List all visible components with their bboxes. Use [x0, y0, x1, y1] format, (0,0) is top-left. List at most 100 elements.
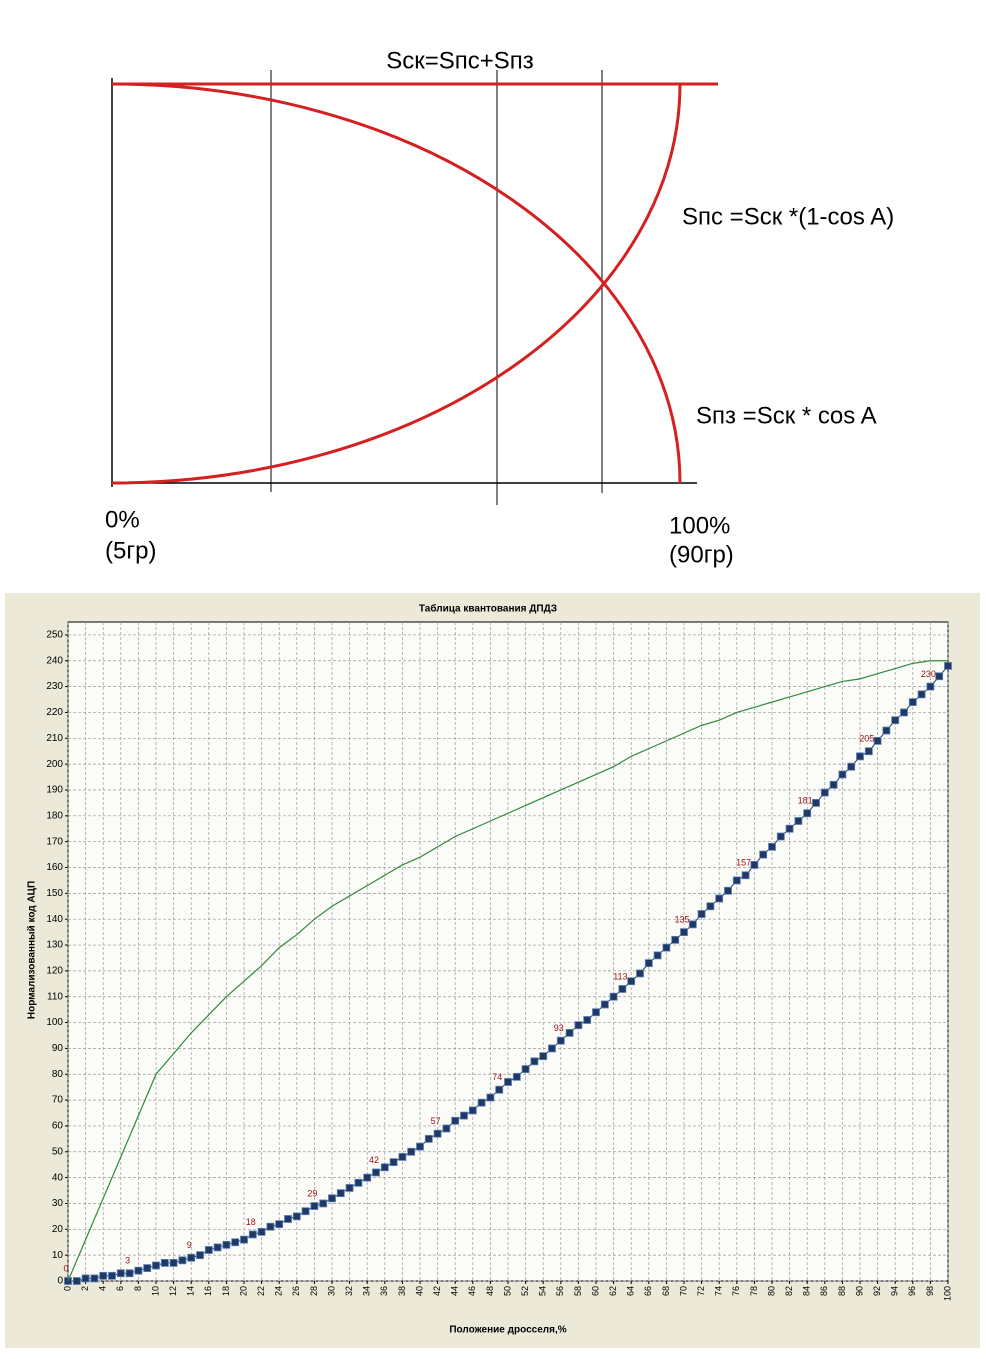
- data-point: [891, 716, 900, 725]
- data-point: [108, 1271, 116, 1280]
- data-point: [908, 698, 917, 707]
- data-point: [917, 690, 926, 699]
- y-tick-label: 250: [46, 630, 63, 641]
- label: (5гр): [105, 537, 156, 564]
- data-point: [706, 902, 715, 911]
- x-tick-label: 50: [502, 1286, 512, 1296]
- data-point: [354, 1178, 363, 1187]
- data-point: [231, 1238, 240, 1247]
- x-tick-label: 98: [925, 1286, 935, 1296]
- x-tick-label: 56: [555, 1286, 565, 1296]
- data-point: [240, 1235, 248, 1244]
- data-point: [627, 977, 636, 986]
- data-point: [539, 1052, 548, 1061]
- data-point: [134, 1266, 143, 1275]
- data-point: [363, 1173, 372, 1182]
- x-tick-label: 88: [837, 1286, 847, 1296]
- data-label: 205: [859, 734, 874, 744]
- data-point: [600, 1000, 609, 1009]
- y-tick-label: 40: [52, 1172, 64, 1183]
- data-label: 3: [125, 1256, 130, 1266]
- data-point: [310, 1202, 319, 1210]
- y-tick-label: 240: [46, 655, 63, 666]
- data-point: [873, 736, 882, 745]
- data-point: [900, 708, 908, 717]
- y-tick-label: 220: [46, 707, 63, 718]
- x-tick-label: 28: [309, 1286, 319, 1296]
- x-tick-label: 42: [432, 1286, 442, 1296]
- plot-area: [67, 621, 949, 1282]
- data-point: [196, 1251, 204, 1260]
- data-point: [715, 894, 724, 903]
- x-tick-label: 4: [98, 1286, 108, 1291]
- data-point: [292, 1212, 301, 1221]
- data-point: [697, 910, 706, 918]
- cos-curve: [111, 82, 682, 484]
- data-label: 93: [554, 1023, 564, 1033]
- formula: Sпз =Sск * cos A: [696, 402, 877, 429]
- x-axis-label: Положение дросселя,%: [449, 1325, 566, 1336]
- y-tick-label: 70: [52, 1095, 64, 1106]
- data-point: [204, 1246, 213, 1254]
- y-tick-label: 170: [46, 836, 63, 847]
- data-point: [248, 1230, 257, 1239]
- data-point: [618, 985, 627, 993]
- data-point: [336, 1189, 345, 1198]
- x-tick-label: 10: [150, 1286, 160, 1296]
- data-point: [169, 1259, 178, 1267]
- data-point: [398, 1153, 407, 1161]
- x-tick-label: 16: [203, 1286, 213, 1296]
- one-minus-cos-curve: [111, 83, 682, 485]
- chart-title: Таблица квантования ДПДЗ: [419, 603, 557, 615]
- data-point: [160, 1259, 169, 1267]
- data-point: [152, 1261, 160, 1270]
- data-point: [143, 1264, 152, 1272]
- y-tick-label: 80: [52, 1069, 64, 1080]
- data-point: [882, 726, 891, 735]
- y-tick-label: 30: [52, 1198, 64, 1209]
- x-tick-label: 58: [573, 1286, 583, 1296]
- label: (90гр): [669, 541, 734, 568]
- data-label: 0: [63, 1263, 68, 1273]
- data-point: [856, 752, 864, 761]
- data-point: [72, 1277, 81, 1285]
- x-tick-label: 6: [115, 1286, 125, 1291]
- y-tick-label: 100: [46, 1017, 63, 1028]
- data-point: [574, 1021, 583, 1030]
- x-tick-label: 96: [907, 1286, 917, 1296]
- diagram: Sск=Sпс+Sпз Sпс =Sск *(1-cos A) Sпз =Sск…: [105, 47, 894, 568]
- x-tick-label: 90: [854, 1286, 864, 1296]
- data-point: [125, 1269, 134, 1278]
- data-point: [380, 1163, 389, 1172]
- y-tick-label: 230: [46, 681, 63, 692]
- y-tick-label: 10: [52, 1250, 64, 1261]
- data-point: [389, 1158, 398, 1167]
- x-tick-label: 86: [819, 1286, 829, 1296]
- chart: Таблица квантования ДПДЗ Положение дросс…: [5, 593, 980, 1348]
- data-point: [935, 672, 944, 681]
- data-point: [688, 920, 697, 929]
- x-tick-label: 94: [890, 1286, 900, 1296]
- data-point: [495, 1085, 504, 1094]
- y-tick-label: 60: [52, 1121, 64, 1132]
- x-tick-label: 8: [133, 1286, 143, 1291]
- y-tick-label: 50: [52, 1146, 64, 1157]
- x-tick-label: 52: [520, 1286, 530, 1296]
- data-point: [433, 1129, 442, 1138]
- data-point: [301, 1207, 310, 1216]
- y-tick-label: 90: [52, 1043, 64, 1054]
- y-tick-label: 160: [46, 862, 63, 873]
- data-point: [407, 1147, 416, 1156]
- data-point: [486, 1093, 495, 1102]
- label: 0%: [105, 506, 140, 533]
- data-point: [257, 1227, 266, 1236]
- data-point: [847, 762, 856, 771]
- data-point: [521, 1065, 530, 1073]
- data-point: [864, 747, 873, 756]
- data-point: [803, 809, 812, 818]
- x-tick-label: 30: [326, 1286, 336, 1296]
- data-point: [732, 876, 741, 885]
- data-point: [838, 770, 847, 779]
